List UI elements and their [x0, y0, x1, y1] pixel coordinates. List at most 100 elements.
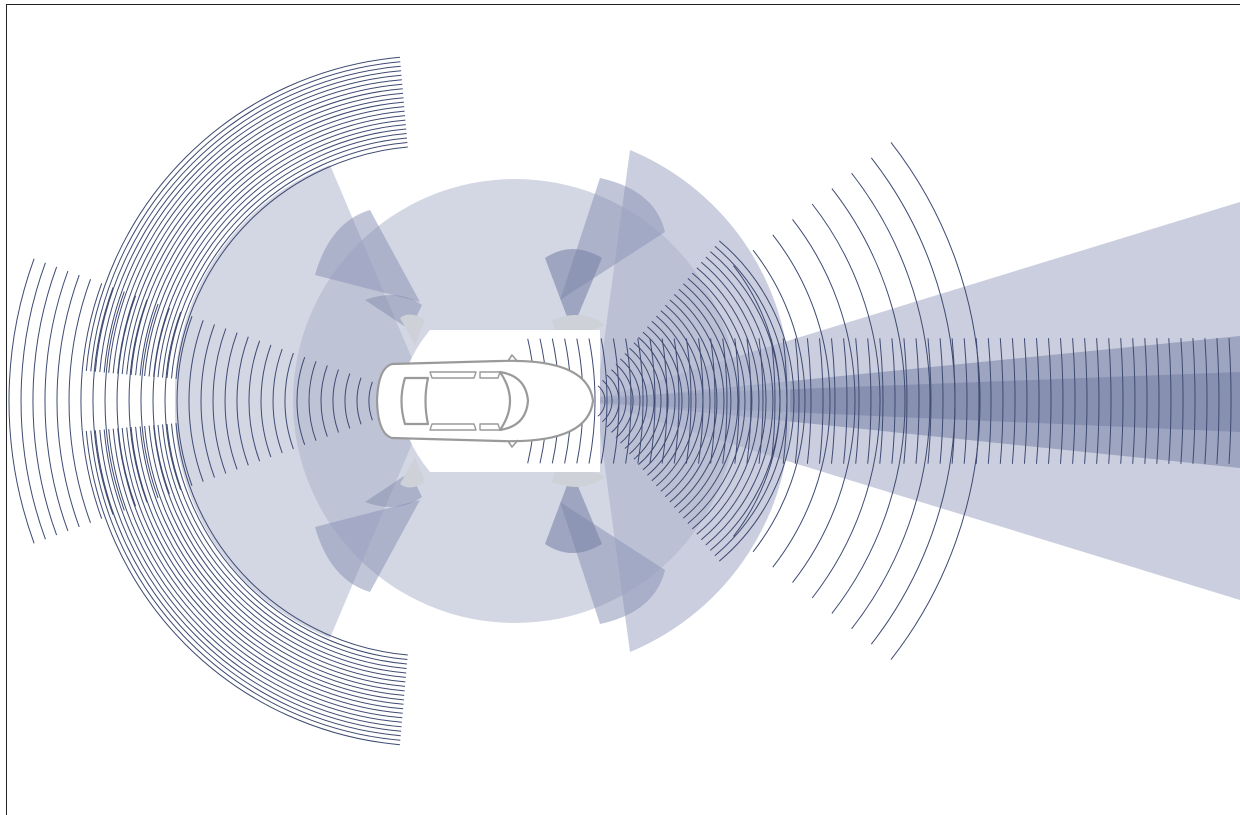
rear-right-radar-arc — [90, 430, 401, 741]
rear-radar-arc — [272, 348, 283, 454]
rear-radar-arc — [116, 295, 137, 507]
front-mid-radar-arc — [597, 385, 606, 417]
radar-arc-layer — [8, 56, 1232, 746]
front-long-radar-arc — [915, 338, 920, 464]
rear-left-radar-arc — [121, 92, 404, 375]
front-mid-radar-arc — [660, 310, 704, 492]
front-mid-radar-arc — [624, 353, 648, 449]
front-outer-radar-arc — [792, 219, 856, 583]
rear-radar-arc — [224, 332, 238, 470]
rear-left-radar-arc — [90, 61, 401, 372]
rear-right-radar-arc — [135, 426, 405, 696]
front-long-radar-arc — [855, 338, 860, 464]
rear-right-radar-arc — [157, 424, 407, 674]
front-mid-radar-arc — [718, 240, 795, 562]
rear-radar-arc — [212, 328, 227, 474]
rear-radar-arc — [44, 270, 69, 532]
rear-left-radar-arc — [157, 128, 407, 378]
front-long-radar-arc — [891, 338, 896, 464]
near-field-rear-left — [400, 314, 425, 345]
front-long-radar-arc — [879, 338, 884, 464]
rear-right-radar-arc — [153, 425, 406, 678]
rear-radar-arc — [368, 381, 373, 421]
rear-left-radar-arc — [126, 97, 404, 375]
rear-radar-arc — [200, 324, 215, 478]
front-mid-radar-arc — [642, 331, 676, 471]
rear-right-radar-arc — [85, 431, 400, 746]
rear-radar-arc — [356, 377, 362, 425]
front-mid-radar-arc — [678, 288, 732, 514]
front-long-radar-arc — [831, 338, 836, 464]
rear-right-radar-arc — [126, 427, 404, 705]
rear-radar-arc — [68, 279, 91, 523]
front-long-radar-arc — [1120, 338, 1124, 464]
rear-right-radar-arc — [108, 429, 402, 723]
front-mid-cone — [592, 336, 1240, 468]
rear-radar-arc — [92, 287, 114, 515]
corner-lobe-rear-left — [315, 210, 420, 302]
front-long-radar-arc — [1144, 338, 1148, 464]
front-mid-radar-arc — [647, 326, 683, 476]
front-long-radar-arc — [806, 338, 812, 464]
corner-lobe-rear-right — [315, 500, 420, 592]
front-long-radar-arc — [1204, 338, 1208, 464]
front-long-radar-arc — [963, 338, 968, 464]
rear-radar-arc — [284, 352, 294, 450]
rear-right-radar-arc — [144, 425, 406, 687]
front-camera-cone — [510, 372, 1240, 432]
rear-radar-arc — [188, 320, 204, 482]
front-mid-radar-arc — [696, 267, 760, 535]
rear-right-radar-arc — [171, 423, 408, 660]
rear-radar-arc — [164, 311, 182, 491]
front-mid-radar-arc — [629, 347, 655, 455]
front-long-radar-arc — [746, 338, 752, 464]
front-long-radar-arc — [939, 338, 944, 464]
front-mid-radar-arc — [615, 363, 634, 439]
rear-left-radar-arc — [117, 88, 403, 374]
rear-radar-arc — [176, 316, 193, 486]
front-mid-radar-arc — [633, 342, 662, 460]
front-long-radar-arc — [1011, 338, 1016, 464]
front-mid-radar-arc — [705, 256, 774, 546]
front-long-radar-arc — [1168, 338, 1172, 464]
front-long-radar-arc — [819, 338, 824, 464]
front-mid-radar-arc — [655, 315, 697, 487]
rear-left-radar-arc — [99, 70, 402, 373]
rear-radar-arc — [296, 357, 306, 445]
front-long-radar-arc — [625, 338, 632, 464]
front-long-radar-arc — [685, 338, 692, 464]
rear-left-radar-arc — [103, 74, 402, 373]
front-long-radar-arc — [999, 338, 1004, 464]
rear-radar-arc — [56, 274, 80, 528]
rear-left-radar-arc — [162, 133, 407, 378]
rear-right-radar-arc — [103, 429, 402, 728]
front-long-radar-arc — [1216, 338, 1220, 464]
front-mid-radar-arc — [700, 261, 767, 541]
front-mid-radar-arc — [714, 245, 788, 557]
front-outer-radar-arc — [752, 249, 806, 553]
front-outer-radar-arc — [831, 188, 906, 614]
rear-radar-arc — [128, 299, 148, 503]
front-mid-radar-arc — [602, 379, 613, 423]
frame — [6, 4, 1240, 815]
front-long-radar-arc — [1072, 338, 1076, 464]
front-mid-radar-arc — [611, 369, 627, 433]
front-outer-radar-arc — [733, 265, 781, 537]
front-mid-radar-arc — [682, 283, 739, 519]
front-long-radar-arc — [843, 338, 848, 464]
rear-right-radar-arc — [94, 430, 401, 737]
rear-left-radar-arc — [85, 56, 400, 371]
front-long-radar-arc — [1023, 338, 1028, 464]
rear-radar-arc — [8, 258, 35, 544]
rear-right-radar-arc — [148, 425, 406, 683]
front-long-radar-arc — [637, 338, 644, 464]
rear-left-radar-arc — [166, 137, 408, 379]
rear-right-radar-arc — [121, 427, 404, 710]
front-long-radar-arc — [1192, 338, 1196, 464]
front-long-radar-arc — [1108, 338, 1112, 464]
near-field-rear-right — [400, 457, 425, 488]
front-outer-radar-arc — [811, 203, 881, 599]
rear-radar-arc — [152, 307, 170, 495]
rear-right-radar-arc — [117, 428, 403, 714]
